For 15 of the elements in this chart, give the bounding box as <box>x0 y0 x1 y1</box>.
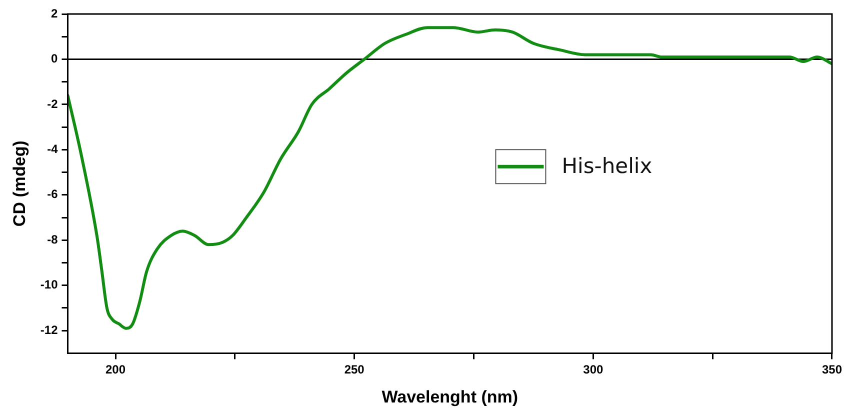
x-tick-label: 200 <box>105 362 126 377</box>
x-tick-label: 250 <box>344 362 365 377</box>
y-tick-label: -6 <box>47 187 58 202</box>
y-tick-label: 0 <box>51 52 58 66</box>
x-tick-label: 350 <box>822 362 842 377</box>
legend-label: His-helix <box>562 154 652 178</box>
y-tick-label: -8 <box>47 232 58 246</box>
y-axis-title: CD (mdeg) <box>10 140 29 227</box>
x-axis-title: Wavelenght (nm) <box>382 387 518 406</box>
y-tick-label: -2 <box>47 96 58 111</box>
y-tick-label: -10 <box>40 278 58 292</box>
x-tick-label: 300 <box>583 362 604 377</box>
y-tick-label: -4 <box>47 142 58 156</box>
y-tick-label: -12 <box>40 322 58 337</box>
y-tick-label: 2 <box>51 6 58 20</box>
